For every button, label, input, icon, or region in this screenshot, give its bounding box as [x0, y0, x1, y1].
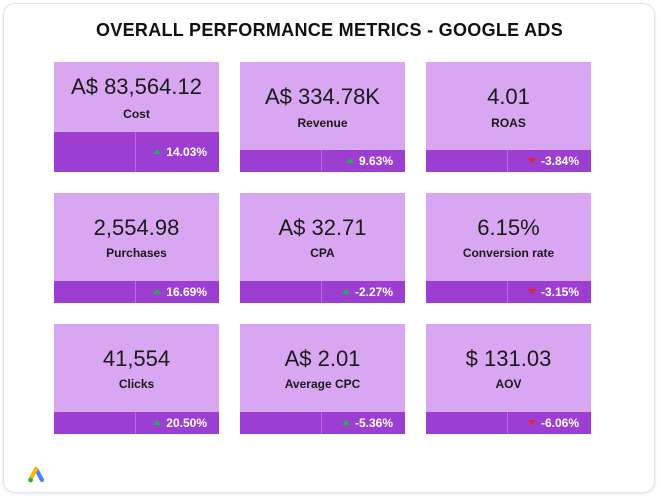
metric-change-bar: 16.69% — [54, 281, 219, 303]
google-ads-icon — [28, 466, 45, 483]
metric-change: 16.69% — [153, 285, 207, 299]
metric-value: $ 131.03 — [465, 346, 552, 371]
metric-card-cpa[interactable]: A$ 32.71 CPA -2.27% — [240, 193, 405, 303]
up-arrow-icon — [153, 420, 162, 426]
metric-change: -5.36% — [341, 416, 393, 430]
metric-change-text: 16.69% — [166, 285, 207, 299]
metric-change-bar: 14.03% — [54, 132, 219, 172]
metric-change: -3.15% — [527, 285, 579, 299]
metric-change: 20.50% — [153, 416, 207, 430]
metric-change-text: 20.50% — [166, 416, 207, 430]
metric-change: 14.03% — [153, 145, 207, 159]
page-title: OVERALL PERFORMANCE METRICS - GOOGLE ADS — [95, 20, 564, 40]
bar-divider — [135, 132, 136, 172]
metric-change-text: -2.27% — [354, 285, 393, 299]
metric-card-roas[interactable]: 4.01 ROAS -3.84% — [426, 62, 591, 172]
metric-value: 41,554 — [102, 346, 171, 371]
metric-label: CPA — [310, 246, 335, 260]
metric-label: Purchases — [106, 246, 167, 260]
metric-card-aov[interactable]: $ 131.03 AOV -6.06% — [426, 324, 591, 434]
bar-divider — [507, 281, 508, 303]
bar-divider — [507, 412, 508, 434]
up-arrow-icon — [341, 289, 350, 295]
bar-divider — [321, 150, 322, 172]
up-arrow-icon — [345, 158, 354, 164]
metric-value: A$ 32.71 — [278, 215, 367, 240]
metric-value: A$ 83,564.12 — [71, 74, 202, 99]
metric-value: 4.01 — [487, 84, 530, 109]
metric-change-text: 14.03% — [166, 145, 207, 159]
metric-change: -3.84% — [527, 154, 579, 168]
bar-divider — [321, 281, 322, 303]
down-arrow-icon — [527, 420, 536, 426]
up-arrow-icon — [153, 149, 162, 155]
metric-label: Revenue — [297, 116, 348, 130]
metric-change-bar: -3.84% — [426, 150, 591, 172]
metric-label: Conversion rate — [462, 246, 555, 260]
metric-change-bar: -3.15% — [426, 281, 591, 303]
metric-value: A$ 334.78K — [265, 84, 380, 109]
metric-value: A$ 2.01 — [284, 346, 361, 371]
bar-divider — [507, 150, 508, 172]
metric-card-average-cpc[interactable]: A$ 2.01 Average CPC -5.36% — [240, 324, 405, 434]
metric-change-bar: 9.63% — [240, 150, 405, 172]
metric-label: Cost — [123, 107, 150, 121]
down-arrow-icon — [527, 289, 536, 295]
metric-card-cost[interactable]: A$ 83,564.12 Cost 14.03% — [54, 62, 219, 172]
metric-value: 2,554.98 — [93, 215, 180, 240]
metric-change-bar: 20.50% — [54, 412, 219, 434]
metric-card-clicks[interactable]: 41,554 Clicks 20.50% — [54, 324, 219, 434]
metric-label: Clicks — [118, 377, 155, 391]
metric-card-revenue[interactable]: A$ 334.78K Revenue 9.63% — [240, 62, 405, 172]
bar-divider — [321, 412, 322, 434]
bar-divider — [135, 412, 136, 434]
metric-label: Average CPC — [284, 377, 361, 391]
metric-card-conversion-rate[interactable]: 6.15% Conversion rate -3.15% — [426, 193, 591, 303]
metric-value: 6.15% — [477, 215, 540, 240]
metric-change-bar: -5.36% — [240, 412, 405, 434]
metric-change-text: -3.15% — [540, 285, 579, 299]
metric-change-text: 9.63% — [358, 154, 393, 168]
metric-change: 9.63% — [345, 154, 393, 168]
metric-change-bar: -2.27% — [240, 281, 405, 303]
metric-label: ROAS — [491, 116, 526, 130]
down-arrow-icon — [527, 158, 536, 164]
metric-change-bar: -6.06% — [426, 412, 591, 434]
metric-change-text: -5.36% — [354, 416, 393, 430]
metric-change-text: -6.06% — [540, 416, 579, 430]
metric-change: -2.27% — [341, 285, 393, 299]
bar-divider — [135, 281, 136, 303]
metric-change: -6.06% — [527, 416, 579, 430]
metric-change-text: -3.84% — [540, 154, 579, 168]
metric-label: AOV — [495, 377, 522, 391]
metric-card-purchases[interactable]: 2,554.98 Purchases 16.69% — [54, 193, 219, 303]
up-arrow-icon — [153, 289, 162, 295]
up-arrow-icon — [341, 420, 350, 426]
